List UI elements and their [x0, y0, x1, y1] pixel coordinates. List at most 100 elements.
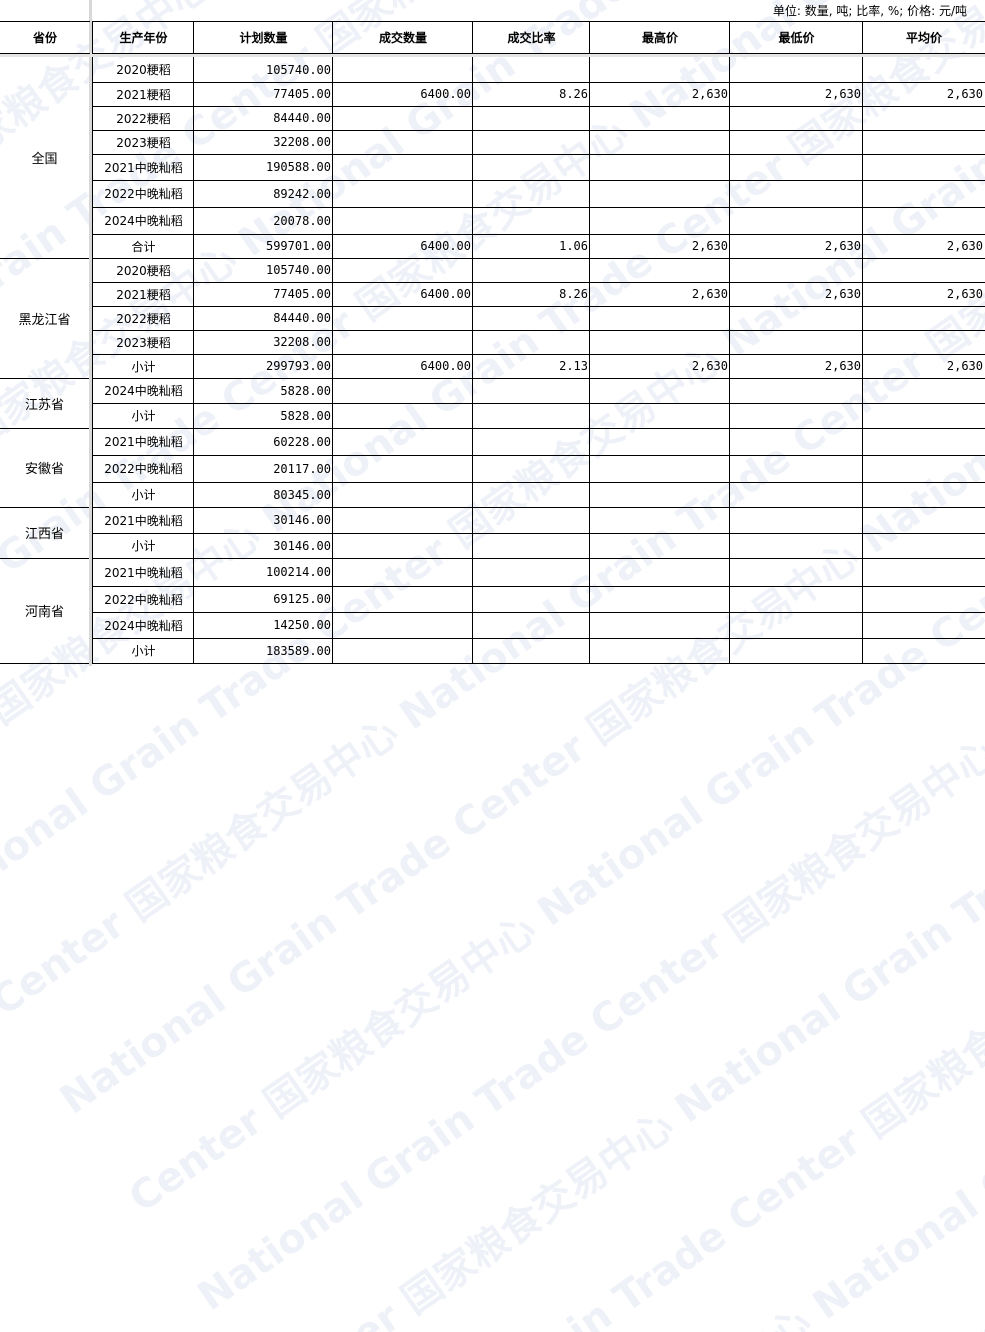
lowest-price-cell: 2,630 — [729, 234, 863, 259]
header-traded-quantity: 成交数量 — [332, 21, 473, 54]
lowest-price-cell — [729, 586, 863, 613]
production-year-cell: 小计 — [92, 403, 194, 429]
trade-ratio-cell — [472, 57, 590, 83]
trade-ratio-cell — [472, 612, 590, 639]
planned-quantity-cell: 69125.00 — [193, 586, 333, 613]
highest-price-cell — [589, 378, 730, 404]
trade-ratio-cell — [472, 482, 590, 508]
production-year-cell: 小计 — [92, 482, 194, 508]
lowest-price-cell — [729, 180, 863, 208]
average-price-cell — [862, 180, 985, 208]
planned-quantity-cell: 100214.00 — [193, 558, 333, 587]
lowest-price-cell — [729, 612, 863, 639]
traded-quantity-cell — [332, 638, 473, 664]
traded-quantity-cell — [332, 533, 473, 559]
traded-quantity-cell — [332, 586, 473, 613]
province-cell: 安徽省 — [0, 428, 89, 508]
highest-price-cell — [589, 154, 730, 181]
production-year-cell: 合计 — [92, 234, 194, 259]
average-price-cell — [862, 306, 985, 331]
traded-quantity-cell: 6400.00 — [332, 282, 473, 307]
trade-ratio-cell — [472, 330, 590, 355]
trade-ratio-cell — [472, 455, 590, 483]
frozen-column-divider[interactable] — [89, 0, 92, 666]
average-price-cell: 2,630 — [862, 282, 985, 307]
traded-quantity-cell: 6400.00 — [332, 354, 473, 379]
lowest-price-cell — [729, 378, 863, 404]
traded-quantity-cell — [332, 57, 473, 83]
province-cell: 江苏省 — [0, 378, 89, 429]
trade-ratio-cell — [472, 533, 590, 559]
average-price-cell — [862, 428, 985, 456]
traded-quantity-cell — [332, 558, 473, 587]
planned-quantity-cell: 77405.00 — [193, 82, 333, 107]
trade-ratio-cell — [472, 586, 590, 613]
traded-quantity-cell — [332, 306, 473, 331]
average-price-cell: 2,630 — [862, 82, 985, 107]
planned-quantity-cell: 30146.00 — [193, 507, 333, 534]
header-planned-quantity: 计划数量 — [193, 21, 333, 54]
lowest-price-cell: 2,630 — [729, 282, 863, 307]
trade-ratio-cell — [472, 403, 590, 429]
trade-ratio-cell — [472, 428, 590, 456]
average-price-cell — [862, 482, 985, 508]
production-year-cell: 小计 — [92, 638, 194, 664]
average-price-cell — [862, 57, 985, 83]
production-year-cell: 2022粳稻 — [92, 306, 194, 331]
production-year-cell: 2024中晚籼稻 — [92, 612, 194, 639]
average-price-cell — [862, 507, 985, 534]
trade-ratio-cell: 2.13 — [472, 354, 590, 379]
lowest-price-cell — [729, 455, 863, 483]
lowest-price-cell — [729, 130, 863, 155]
highest-price-cell — [589, 106, 730, 131]
highest-price-cell — [589, 455, 730, 483]
production-year-cell: 小计 — [92, 533, 194, 559]
production-year-cell: 2023粳稻 — [92, 330, 194, 355]
traded-quantity-cell — [332, 330, 473, 355]
trade-ratio-cell: 8.26 — [472, 282, 590, 307]
average-price-cell — [862, 258, 985, 283]
production-year-cell: 2021粳稻 — [92, 82, 194, 107]
planned-quantity-cell: 14250.00 — [193, 612, 333, 639]
lowest-price-cell — [729, 258, 863, 283]
production-year-cell: 2022粳稻 — [92, 106, 194, 131]
production-year-cell: 2021中晚籼稻 — [92, 154, 194, 181]
planned-quantity-cell: 20078.00 — [193, 207, 333, 235]
planned-quantity-cell: 105740.00 — [193, 57, 333, 83]
traded-quantity-cell — [332, 403, 473, 429]
highest-price-cell — [589, 130, 730, 155]
lowest-price-cell — [729, 403, 863, 429]
highest-price-cell: 2,630 — [589, 82, 730, 107]
planned-quantity-cell: 32208.00 — [193, 330, 333, 355]
average-price-cell — [862, 106, 985, 131]
highest-price-cell — [589, 428, 730, 456]
province-cell: 黑龙江省 — [0, 258, 89, 379]
traded-quantity-cell — [332, 482, 473, 508]
lowest-price-cell — [729, 57, 863, 83]
planned-quantity-cell: 32208.00 — [193, 130, 333, 155]
header-production-year: 生产年份 — [92, 21, 194, 54]
average-price-cell: 2,630 — [862, 234, 985, 259]
planned-quantity-cell: 183589.00 — [193, 638, 333, 664]
average-price-cell — [862, 533, 985, 559]
production-year-cell: 2023粳稻 — [92, 130, 194, 155]
trade-ratio-cell — [472, 180, 590, 208]
trade-ratio-cell — [472, 507, 590, 534]
average-price-cell — [862, 586, 985, 613]
lowest-price-cell — [729, 482, 863, 508]
trade-ratio-cell — [472, 130, 590, 155]
production-year-cell: 小计 — [92, 354, 194, 379]
header-trade-ratio: 成交比率 — [472, 21, 590, 54]
traded-quantity-cell — [332, 106, 473, 131]
lowest-price-cell — [729, 106, 863, 131]
planned-quantity-cell: 60228.00 — [193, 428, 333, 456]
traded-quantity-cell — [332, 455, 473, 483]
highest-price-cell — [589, 586, 730, 613]
trade-ratio-cell — [472, 106, 590, 131]
average-price-cell — [862, 638, 985, 664]
province-cell: 江西省 — [0, 507, 89, 559]
header-highest-price: 最高价 — [589, 21, 730, 54]
planned-quantity-cell: 89242.00 — [193, 180, 333, 208]
traded-quantity-cell — [332, 378, 473, 404]
average-price-cell — [862, 612, 985, 639]
